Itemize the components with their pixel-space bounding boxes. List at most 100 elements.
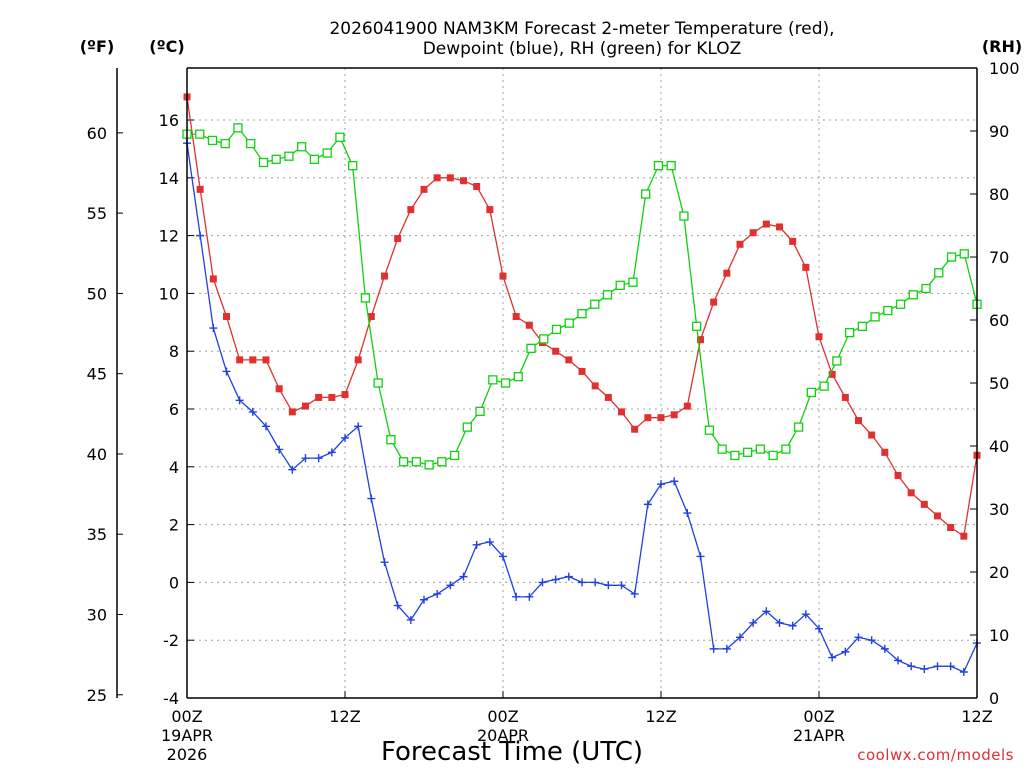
temperature-point: [828, 370, 836, 378]
rh-point: [806, 387, 817, 398]
series-filled-square: [183, 93, 981, 540]
x-tick-year-label: 2026: [167, 745, 208, 764]
dewpoint-point: [959, 667, 968, 676]
rh-point: [539, 334, 549, 344]
temperature-point: [236, 356, 244, 364]
rh-point: [819, 381, 829, 391]
dewpoint-point: [472, 540, 481, 549]
temperature-point: [604, 393, 612, 401]
dewpoint-point: [222, 367, 231, 376]
temperature-point: [776, 223, 783, 231]
dewpoint-point: [551, 575, 560, 584]
temperature-point: [196, 185, 204, 193]
dewpoint-point: [525, 592, 534, 601]
rh-point: [475, 406, 485, 417]
rh-point: [335, 132, 345, 142]
rh-point: [653, 160, 664, 171]
temperature-point: [315, 393, 323, 401]
temperature-point: [683, 402, 691, 410]
rh-unit-label: (RH): [982, 37, 1022, 56]
plot-frame: [186, 67, 978, 699]
dewpoint-point: [894, 656, 902, 665]
celsius-tick-label: 8: [169, 342, 179, 361]
temperature-point: [420, 185, 428, 193]
temperature-point: [841, 393, 849, 401]
celsius-unit-label: (ºC): [149, 37, 184, 56]
rh-point: [895, 299, 906, 309]
rh-point: [551, 324, 562, 335]
temperature-point: [947, 523, 955, 531]
rh-point: [449, 450, 460, 461]
dewpoint-point: [828, 653, 837, 662]
dewpoint-point: [433, 589, 442, 598]
rh-tick-label: 60: [989, 311, 1009, 330]
rh-tick-label: 10: [989, 626, 1009, 645]
temperature-point: [275, 385, 283, 393]
temperature-point: [736, 240, 744, 248]
temperature-point: [209, 275, 217, 283]
dewpoint-point: [327, 448, 336, 457]
dewpoint-point: [683, 509, 692, 518]
rh-point: [832, 356, 842, 366]
temperature-point: [486, 206, 494, 214]
x-tick-time-label: 00Z: [171, 707, 202, 726]
rh-point: [768, 450, 778, 461]
rh-point: [692, 321, 702, 331]
rh-point: [883, 305, 893, 316]
dewpoint-point: [670, 477, 679, 486]
celsius-tick-label: -4: [163, 689, 179, 708]
dewpoint-point: [354, 422, 363, 431]
fahrenheit-tick-label: 35: [87, 525, 107, 544]
rh-point: [946, 252, 957, 262]
temperature-point: [473, 182, 481, 190]
temperature-point: [631, 425, 639, 433]
rh-point: [297, 142, 307, 152]
dewpoint-point: [880, 644, 889, 653]
temperature-point: [565, 356, 573, 364]
dewpoint-point: [696, 552, 705, 561]
dewpoint-point: [801, 610, 810, 619]
dewpoint-point: [459, 572, 468, 581]
rh-point: [398, 457, 409, 467]
chart-title-line-2: Dewpoint (blue), RH (green) for KLOZ: [423, 39, 742, 59]
dewpoint-point: [341, 433, 349, 442]
data-series: [182, 93, 982, 676]
rh-tick-label: 20: [989, 563, 1009, 582]
rh-point: [322, 148, 332, 158]
fahrenheit-tick-label: 55: [87, 204, 107, 223]
dewpoint-point: [630, 589, 639, 598]
dewpoint-point: [749, 618, 758, 627]
dewpoint-point: [736, 633, 744, 642]
temperature-point: [710, 298, 718, 306]
temperature-point: [249, 356, 257, 364]
dewpoint-point: [946, 662, 955, 671]
rh-tick-label: 90: [989, 122, 1009, 141]
temperature-point: [960, 532, 968, 540]
temperature-point: [288, 408, 296, 416]
temperature-point: [697, 336, 704, 344]
dewpoint-point: [512, 592, 521, 601]
rh-point: [424, 460, 434, 470]
dewpoint-point: [788, 621, 797, 630]
dewpoint-point: [933, 662, 942, 671]
dewpoint-point: [775, 618, 784, 627]
dewpoint-point: [499, 552, 507, 561]
temperature-point: [762, 220, 770, 228]
dewpoint-point: [393, 601, 402, 610]
dewpoint-point: [248, 407, 257, 416]
rh-point: [195, 129, 205, 139]
rh-point: [679, 211, 689, 221]
dewpoint-point: [420, 595, 428, 604]
temperature-point: [618, 408, 625, 416]
dewpoint-point: [920, 665, 929, 674]
rh-tick-label: 80: [989, 185, 1009, 204]
dewpoint-point: [301, 454, 310, 463]
dewpoint-point: [762, 607, 771, 616]
temperature-point: [934, 512, 941, 520]
dewpoint-point: [209, 324, 218, 333]
rh-point: [628, 277, 638, 287]
x-tick-date-label: 20APR: [477, 726, 529, 745]
celsius-tick-label: 4: [169, 458, 179, 477]
temperature-point: [644, 414, 652, 422]
rh-point: [717, 444, 727, 454]
